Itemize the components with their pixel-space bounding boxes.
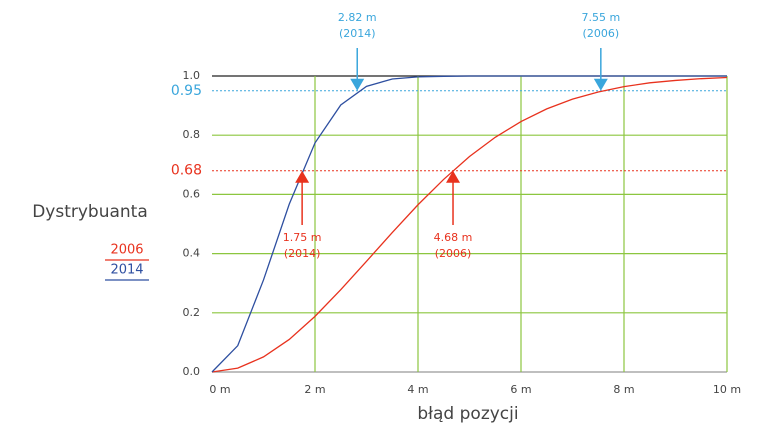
annotation-text: 4.68 m [434,231,473,244]
y-tick-label: 0.0 [183,365,201,378]
x-tick-label: 2 m [304,383,325,396]
x-tick-label: 4 m [407,383,428,396]
annotation-text: 1.75 m [283,231,322,244]
annotation-arrow [295,170,310,183]
annotation-text: (2006) [583,27,620,40]
y-tick-label: 1.0 [183,69,201,82]
x-tick-label: 6 m [510,383,531,396]
legend-label: 2006 [110,243,143,258]
y-tick-label: 0.8 [183,128,201,141]
y-tick-label: 0.6 [183,187,201,200]
y-axis-label: Dystrybuanta [32,202,148,222]
annotation-text: (2006) [435,247,472,260]
x-tick-label: 8 m [613,383,634,396]
legend-label: 2014 [110,263,143,278]
annotation-arrow [593,78,608,91]
annotation-arrow [350,78,365,91]
annotation-text: 2.82 m [338,11,377,24]
reference-label: 0.68 [171,163,202,179]
reference-label: 0.95 [171,83,202,99]
annotation-text: (2014) [284,247,321,260]
annotation-text: 7.55 m [581,11,620,24]
annotation-arrow [446,170,461,183]
series-line [211,76,728,373]
x-tick-label: 10 m [713,383,741,396]
x-tick-label: 0 m [209,383,230,396]
y-tick-label: 0.2 [183,306,201,319]
series-line [211,75,727,373]
annotation-text: (2014) [339,27,376,40]
x-axis-label: błąd pozycji [417,404,518,424]
y-tick-label: 0.4 [183,247,201,260]
